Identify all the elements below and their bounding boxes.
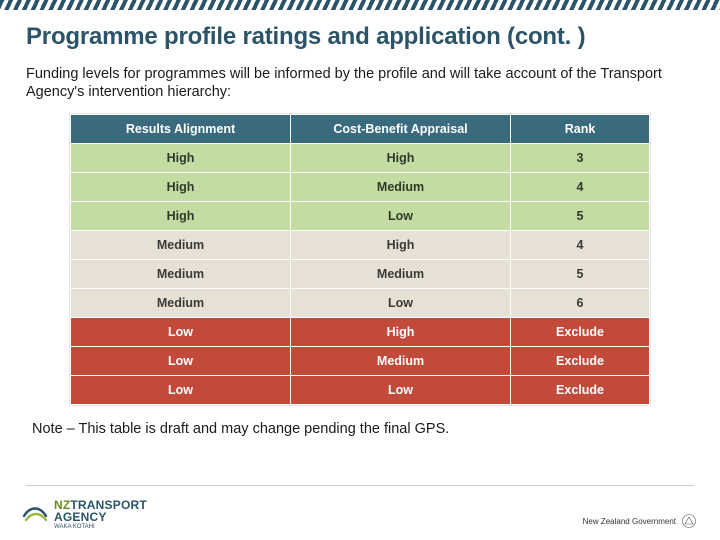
table-cell: Low [291,288,511,317]
table-cell: 4 [511,230,650,259]
coat-of-arms-icon [680,512,698,530]
slide-content: Programme profile ratings and applicatio… [0,10,720,437]
table-header-cell: Rank [511,114,650,143]
ratings-table-wrap: Results AlignmentCost-Benefit AppraisalR… [70,114,650,405]
table-row: LowMediumExclude [71,346,650,375]
table-row: HighLow5 [71,201,650,230]
table-cell: Low [291,201,511,230]
table-cell: Low [71,317,291,346]
table-cell: High [291,143,511,172]
logo-agency: AGENCY [54,511,147,523]
table-cell: 5 [511,259,650,288]
footer-divider [26,485,694,486]
table-cell: Low [71,346,291,375]
table-cell: 3 [511,143,650,172]
table-cell: Medium [71,259,291,288]
table-cell: Exclude [511,346,650,375]
lead-paragraph: Funding levels for programmes will be in… [26,65,694,102]
table-cell: 6 [511,288,650,317]
table-cell: High [71,172,291,201]
table-cell: Medium [291,259,511,288]
header-stripe [0,0,720,10]
table-row: MediumLow6 [71,288,650,317]
gov-label: New Zealand Government [583,517,676,526]
footnote: Note – This table is draft and may chang… [32,421,694,437]
table-cell: High [291,317,511,346]
table-row: LowLowExclude [71,375,650,404]
ratings-table: Results AlignmentCost-Benefit AppraisalR… [70,114,650,405]
table-header-cell: Cost-Benefit Appraisal [291,114,511,143]
table-cell: High [291,230,511,259]
table-cell: Medium [71,230,291,259]
table-row: HighHigh3 [71,143,650,172]
table-cell: Exclude [511,317,650,346]
table-row: MediumHigh4 [71,230,650,259]
slide-title: Programme profile ratings and applicatio… [26,24,694,51]
nzta-logo-text: NZTRANSPORT AGENCY WAKA KOTAHI [54,499,147,530]
table-cell: Medium [291,172,511,201]
footer: NZTRANSPORT AGENCY WAKA KOTAHI New Zeala… [22,499,698,530]
table-cell: Medium [71,288,291,317]
table-row: HighMedium4 [71,172,650,201]
nzta-logo: NZTRANSPORT AGENCY WAKA KOTAHI [22,499,147,530]
table-header-cell: Results Alignment [71,114,291,143]
table-cell: Exclude [511,375,650,404]
table-cell: 5 [511,201,650,230]
table-cell: High [71,143,291,172]
table-cell: High [71,201,291,230]
table-cell: Low [291,375,511,404]
logo-sub: WAKA KOTAHI [54,524,147,530]
table-row: LowHighExclude [71,317,650,346]
table-header-row: Results AlignmentCost-Benefit AppraisalR… [71,114,650,143]
table-cell: Medium [291,346,511,375]
table-body: HighHigh3HighMedium4HighLow5MediumHigh4M… [71,143,650,404]
nz-government-mark: New Zealand Government [583,512,698,530]
nzta-logo-icon [22,502,50,528]
table-row: MediumMedium5 [71,259,650,288]
table-cell: 4 [511,172,650,201]
table-cell: Low [71,375,291,404]
